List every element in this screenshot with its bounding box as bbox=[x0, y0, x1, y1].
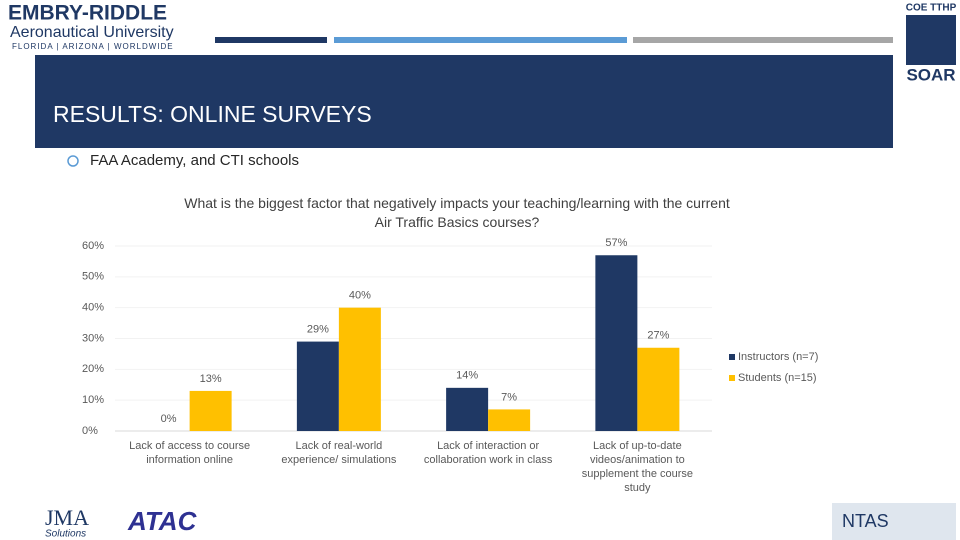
bullet-icon bbox=[67, 155, 79, 167]
data-label: 14% bbox=[456, 370, 478, 382]
legend-swatch bbox=[729, 354, 735, 360]
data-label: 0% bbox=[161, 413, 177, 425]
title-band bbox=[35, 55, 893, 148]
slide-title: RESULTS: ONLINE SURVEYS bbox=[53, 101, 372, 127]
bar bbox=[296, 341, 339, 431]
data-label: 13% bbox=[200, 373, 222, 385]
footer-logo: ATAC bbox=[127, 506, 198, 536]
bullet-text: FAA Academy, and CTI schools bbox=[90, 152, 299, 169]
x-tick-label: Lack of interaction or collaboration wor… bbox=[423, 440, 553, 466]
bar bbox=[637, 347, 680, 431]
x-tick-label: Lack of access to course information onl… bbox=[129, 440, 251, 466]
legend-label: Instructors (n=7) bbox=[738, 351, 818, 363]
accent-bar bbox=[633, 37, 893, 43]
badge-bottom: SOAR bbox=[906, 65, 955, 84]
badge bbox=[906, 15, 956, 65]
y-tick-label: 30% bbox=[82, 332, 104, 344]
logo-main: EMBRY-RIDDLE bbox=[8, 2, 167, 25]
y-tick-label: 10% bbox=[82, 394, 104, 406]
x-tick-label: Lack of real-world experience/ simulatio… bbox=[281, 440, 397, 466]
y-tick-label: 60% bbox=[82, 240, 104, 252]
chart-title: What is the biggest factor that negative… bbox=[184, 195, 730, 230]
footer-logo: NTAS bbox=[842, 511, 889, 531]
data-label: 40% bbox=[349, 290, 371, 302]
legend-swatch bbox=[729, 375, 735, 381]
legend-label: Students (n=15) bbox=[738, 372, 817, 384]
y-tick-label: 40% bbox=[82, 302, 104, 314]
y-tick-label: 50% bbox=[82, 271, 104, 283]
footer-logo-sub: Solutions bbox=[45, 529, 86, 540]
logo-sub: Aeronautical University bbox=[10, 24, 174, 41]
bar bbox=[488, 409, 531, 431]
data-label: 7% bbox=[501, 391, 517, 403]
bar bbox=[446, 387, 489, 431]
data-label: 27% bbox=[647, 330, 669, 342]
logo-campus: FLORIDA | ARIZONA | WORLDWIDE bbox=[12, 42, 174, 51]
bar bbox=[338, 307, 381, 431]
x-tick-label: Lack of up-to-date videos/animation to s… bbox=[581, 440, 694, 494]
data-label: 57% bbox=[605, 237, 627, 249]
bar bbox=[189, 390, 232, 431]
footer-logo-box bbox=[832, 503, 956, 540]
data-label: 29% bbox=[307, 323, 329, 335]
y-tick-label: 20% bbox=[82, 363, 104, 375]
footer-logo: JMA bbox=[45, 505, 89, 530]
accent-bar bbox=[215, 37, 327, 43]
y-tick-label: 0% bbox=[82, 425, 98, 437]
bar bbox=[595, 255, 638, 431]
badge-top: COE TTHP bbox=[906, 3, 957, 14]
accent-bar bbox=[334, 37, 627, 43]
